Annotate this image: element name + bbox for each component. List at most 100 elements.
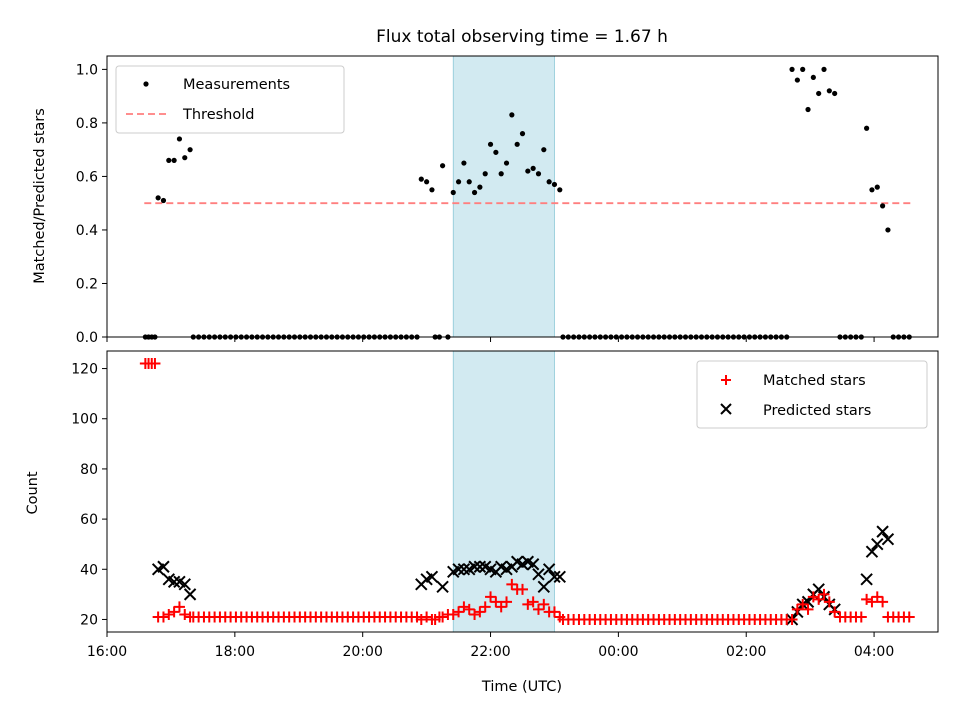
measurement-point	[525, 168, 531, 174]
measurement-point	[832, 90, 838, 97]
matched-stars-point	[877, 596, 889, 608]
measurement-point	[514, 141, 520, 147]
matched-stars-point	[163, 608, 175, 620]
measurement-point	[557, 187, 563, 193]
matched-stars-point	[807, 591, 819, 603]
predicted-stars-point	[801, 595, 815, 609]
y-tick-label: 0.2	[76, 276, 98, 292]
legend-marker-predicted	[720, 403, 732, 415]
matched-stars-point	[802, 603, 814, 615]
matched-stars-point	[527, 596, 539, 608]
x-tick-label: 22:00	[470, 644, 510, 660]
measurement-point	[535, 171, 542, 177]
matched-stars-point	[495, 601, 507, 613]
matched-stars-point	[903, 611, 915, 623]
measurement-point	[541, 147, 547, 153]
x-axis-label: Time (UTC)	[481, 679, 562, 695]
matched-stars-point	[149, 358, 161, 370]
measurement-point	[155, 195, 161, 201]
matched-stars-point	[517, 583, 528, 595]
measurement-point	[176, 136, 183, 142]
y-axis-label: Count	[25, 471, 41, 514]
matched-stars-series	[139, 358, 915, 625]
top-panel: Flux total observing time = 1.67 h 0.0 0.…	[32, 27, 939, 346]
y-tick-label: 100	[71, 412, 98, 428]
matched-stars-point	[791, 603, 803, 615]
matched-stars-point	[421, 611, 433, 623]
matched-stars-point	[855, 611, 867, 623]
y-tick-label: 0.4	[76, 223, 98, 239]
legend-marker-matched	[721, 375, 731, 385]
matched-stars-point	[168, 606, 180, 618]
highlight-span	[452, 55, 555, 338]
matched-stars-point	[179, 608, 191, 620]
y-tick-label: 0.6	[76, 169, 98, 185]
chart-title: Flux total observing time = 1.67 h	[376, 27, 668, 47]
predicted-stars-point	[183, 588, 197, 601]
matched-stars-point	[548, 606, 560, 618]
matched-stars-point	[447, 608, 459, 620]
highlight-span	[452, 350, 555, 633]
y-axis-label: Matched/Predicted stars	[32, 108, 48, 284]
matched-stars-point	[818, 588, 830, 600]
predicted-stars-point	[157, 560, 170, 573]
x-tick-label: 00:00	[598, 644, 638, 660]
measurement-point	[166, 157, 172, 163]
legend-label: Matched stars	[763, 373, 866, 389]
predicted-stars-point	[425, 570, 439, 584]
predicted-stars-point	[865, 545, 879, 558]
predicted-stars-point	[457, 563, 471, 576]
measurement-point	[874, 184, 880, 190]
matched-stars-point	[437, 611, 449, 623]
predicted-stars-point	[876, 525, 889, 538]
legend: Matched stars Predicted stars	[696, 360, 928, 429]
y-tick-label: 0.8	[76, 116, 98, 132]
measurement-point	[487, 141, 494, 147]
y-tick-label: 0.0	[76, 330, 98, 346]
predicted-stars-point	[452, 563, 465, 576]
matched-stars-point	[522, 598, 534, 610]
predicted-stars-point	[553, 570, 566, 584]
y-axis-ticks: 20 40 60 80 100 120	[71, 362, 107, 628]
measurement-point	[800, 66, 806, 72]
predicted-stars-point	[468, 560, 481, 573]
matched-stars-point	[469, 608, 481, 620]
measurement-point	[805, 106, 811, 113]
predicted-stars-point	[537, 580, 551, 594]
measurement-point	[794, 77, 800, 83]
measurement-point	[810, 74, 816, 81]
predicted-stars-point	[532, 568, 545, 581]
matched-stars-point	[829, 606, 841, 618]
x-tick-label: 16:00	[87, 644, 127, 660]
matched-stars-point	[797, 598, 809, 610]
measurement-point	[182, 155, 188, 161]
y-axis-ticks: 0.0 0.2 0.4 0.6 0.8 1.0	[76, 62, 107, 346]
x-tick-label: 04:00	[854, 644, 894, 660]
measurement-point	[551, 181, 558, 188]
x-tick-label: 20:00	[343, 644, 383, 660]
matched-stars-point	[485, 591, 497, 603]
matched-stars-point	[453, 606, 465, 618]
measurement-point	[493, 149, 499, 155]
y-tick-label: 120	[71, 362, 98, 378]
matched-stars-point	[813, 593, 825, 605]
legend-box	[696, 360, 928, 429]
measurement-point	[160, 197, 167, 204]
matched-stars-point	[474, 606, 486, 618]
measurement-point	[461, 160, 467, 166]
bottom-panel: 20 40 60 80 100 120 16:00 18:00 20:00 22:00 00:00…	[25, 350, 939, 695]
legend-label: Threshold	[182, 107, 254, 123]
measurement-point	[880, 203, 886, 209]
matched-stars-point	[532, 603, 544, 615]
matched-stars-point	[866, 596, 878, 608]
matched-stars-point	[786, 613, 798, 625]
measurement-point	[477, 184, 483, 190]
measurement-point	[171, 157, 177, 163]
measurement-point	[821, 66, 827, 72]
matched-stars-point	[479, 601, 491, 613]
matched-stars-point	[506, 578, 518, 590]
measurement-point	[424, 179, 430, 185]
y-tick-label: 40	[80, 562, 98, 578]
measurement-point	[885, 227, 891, 233]
